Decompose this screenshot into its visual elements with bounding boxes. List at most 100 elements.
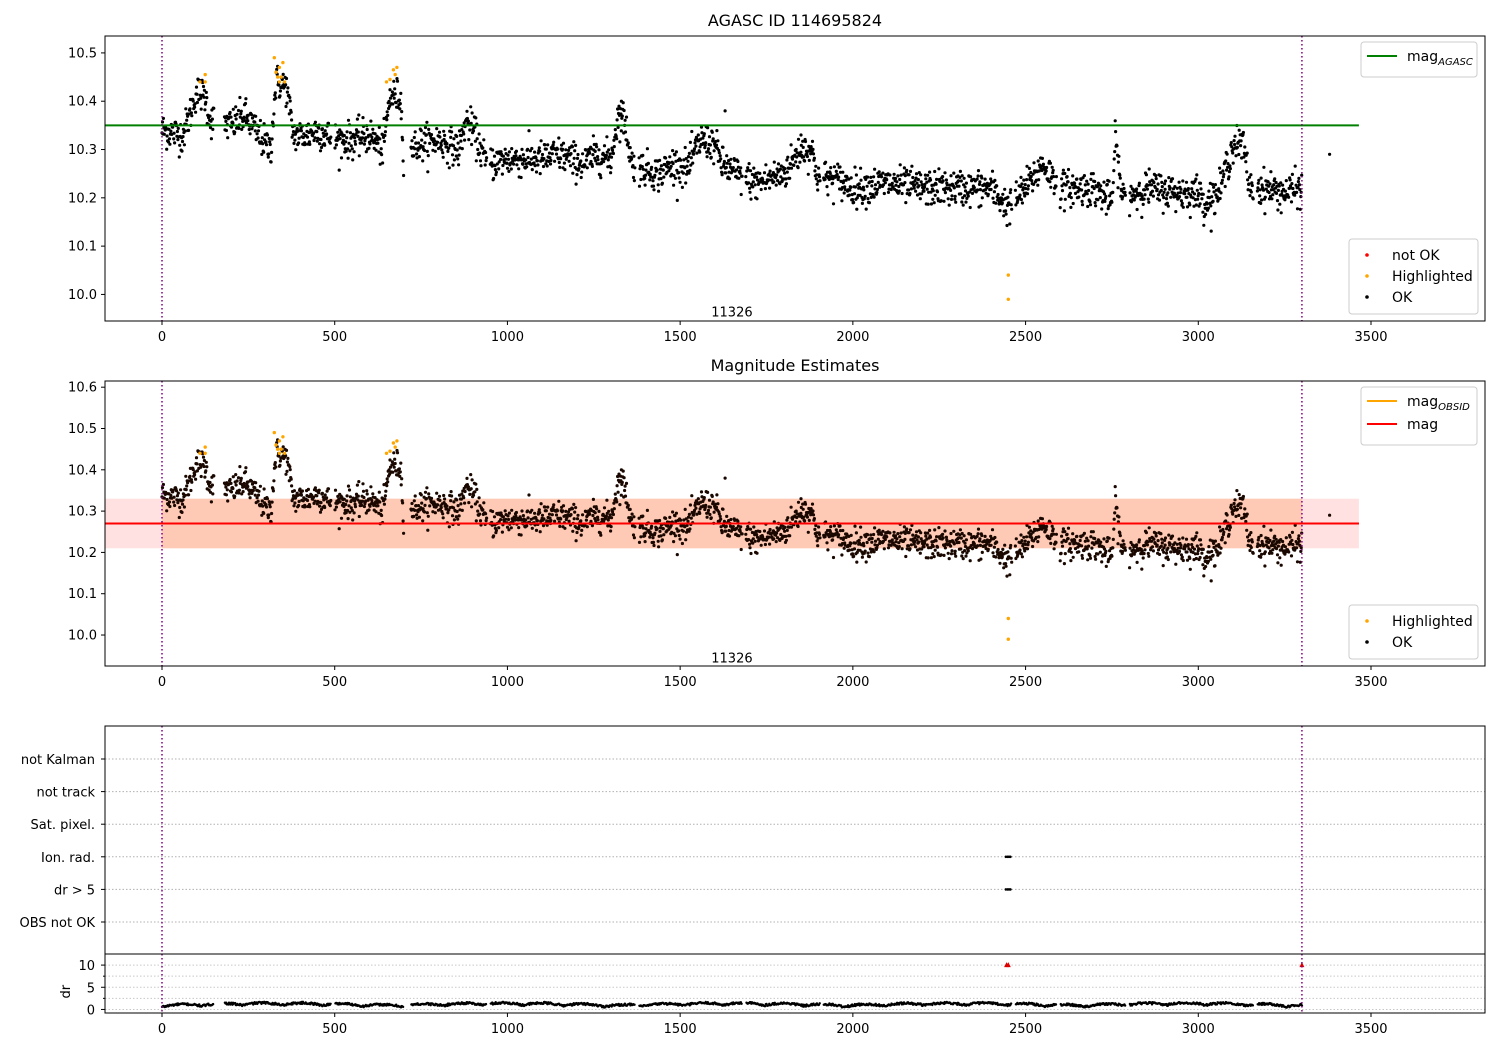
ok-point: [1094, 204, 1098, 208]
ok-point: [683, 166, 687, 170]
ok-point: [247, 127, 251, 132]
ok-point: [537, 146, 541, 150]
ok-point: [658, 171, 662, 175]
ok-point: [641, 514, 645, 518]
ok-point: [1023, 549, 1027, 553]
ok-point: [1003, 187, 1007, 191]
ok-point: [919, 537, 923, 541]
ok-point: [852, 200, 856, 205]
ok-point: [284, 76, 289, 81]
ok-point: [855, 196, 859, 200]
ok-point: [684, 538, 688, 542]
ok-point: [557, 136, 561, 140]
ok-point: [235, 112, 239, 116]
ok-point: [706, 149, 710, 153]
ok-point: [1260, 552, 1264, 556]
ok-point: [682, 518, 686, 522]
ok-point: [208, 490, 213, 494]
ok-point: [619, 468, 624, 472]
ok-point: [294, 148, 298, 152]
ok-point: [1166, 557, 1170, 562]
ok-point: [696, 133, 700, 137]
ok-point: [274, 465, 278, 469]
ok-point: [609, 525, 613, 529]
ok-point: [285, 460, 289, 464]
ok-point: [345, 499, 349, 503]
ok-point: [978, 543, 983, 548]
ok-point: [655, 168, 659, 172]
ok-point: [1267, 197, 1272, 201]
ok-point: [1259, 176, 1263, 180]
ok-point: [1087, 544, 1091, 548]
ok-point: [688, 168, 692, 172]
ok-point: [786, 516, 790, 520]
ok-point: [952, 186, 956, 190]
ok-point: [825, 185, 829, 189]
ok-point: [1246, 178, 1250, 182]
ok-point: [392, 79, 396, 83]
ok-point: [866, 551, 870, 555]
ok-point: [447, 525, 451, 529]
ok-point: [413, 494, 417, 498]
highlighted-point: [282, 80, 287, 84]
ok-point: [554, 152, 559, 156]
ok-point: [925, 543, 929, 547]
ok-point: [801, 145, 805, 149]
ok-point: [275, 67, 279, 72]
ok-point: [1085, 547, 1089, 551]
ok-point: [1289, 200, 1294, 204]
ok-point: [334, 505, 338, 509]
ok-point: [669, 164, 673, 168]
ok-point: [829, 525, 833, 529]
ok-point: [1281, 539, 1285, 544]
ok-point: [918, 197, 922, 201]
ok-point: [712, 510, 716, 514]
category-label: Ion. rad.: [41, 851, 95, 866]
ok-point: [996, 192, 1000, 197]
ok-point: [299, 129, 303, 133]
ok-point: [224, 485, 228, 489]
ok-point: [450, 130, 454, 134]
ok-point: [266, 516, 270, 520]
ok-point: [964, 181, 969, 185]
ok-point: [528, 149, 533, 153]
ok-point: [862, 197, 866, 201]
ok-point: [918, 551, 922, 555]
ok-point: [514, 149, 519, 153]
ok-point: [416, 504, 421, 508]
ok-point: [297, 141, 301, 145]
ok-point: [828, 171, 832, 175]
ok-point: [815, 539, 819, 543]
ok-point: [1115, 506, 1119, 510]
ok-point: [740, 174, 744, 178]
ok-point: [477, 496, 481, 500]
ok-point: [950, 194, 954, 198]
ok-point: [752, 166, 756, 170]
ok-point: [702, 496, 706, 500]
ok-point: [1071, 201, 1075, 206]
ok-point: [1051, 168, 1055, 172]
ok-point: [1078, 182, 1082, 186]
ok-point: [783, 529, 787, 533]
ok-point: [470, 111, 474, 115]
ok-point: [832, 524, 837, 528]
ok-point: [851, 198, 855, 202]
ok-point: [320, 491, 324, 495]
ok-point: [456, 141, 460, 145]
ok-point: [686, 519, 690, 523]
ok-point: [398, 470, 402, 474]
ok-point: [186, 114, 190, 118]
ok-point: [968, 559, 972, 563]
ok-point: [983, 177, 987, 181]
ok-point: [211, 492, 215, 496]
ok-point: [703, 143, 707, 147]
ok-point: [609, 166, 613, 170]
ok-point: [1030, 179, 1034, 183]
ok-point: [661, 527, 665, 531]
ok-point: [187, 479, 191, 483]
y-tick-label: 10.3: [68, 505, 97, 520]
ok-point: [1274, 180, 1278, 185]
ok-point: [455, 498, 459, 502]
legend-marker: [1365, 253, 1369, 257]
ok-point: [449, 135, 453, 139]
